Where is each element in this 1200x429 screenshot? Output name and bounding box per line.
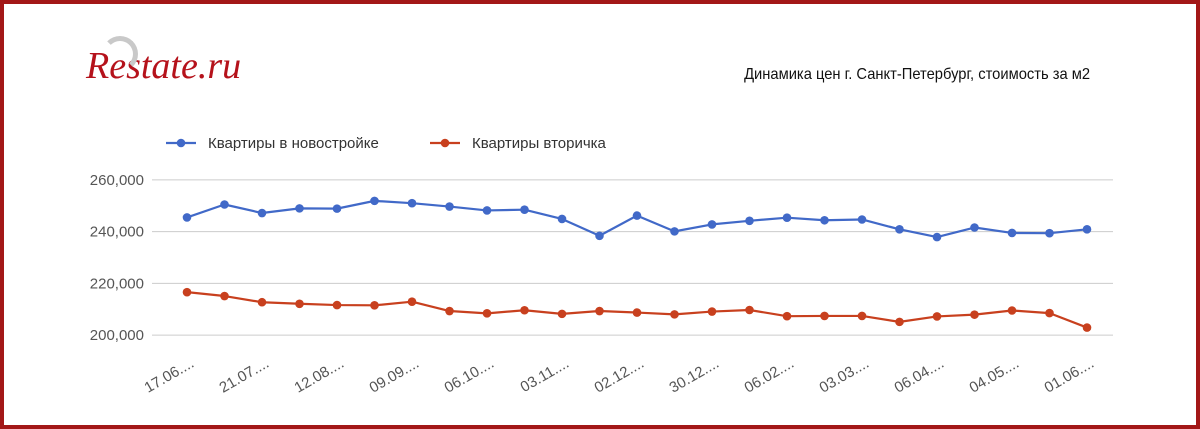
data-point [895,225,904,234]
data-point [520,205,529,214]
data-point [632,308,642,317]
x-tick-label: 30.12.... [667,355,722,397]
data-point [670,310,679,319]
data-point [182,287,192,297]
data-point [220,291,229,301]
legend-marker-0 [176,138,186,148]
data-point [1045,228,1054,238]
data-point [370,196,379,206]
data-point [295,299,304,309]
data-point [857,215,867,224]
data-point [670,227,679,236]
data-point [1007,306,1017,315]
chart-title: Динамика цен г. Санкт-Петербург, стоимос… [744,66,1090,83]
data-point [707,307,717,316]
data-point [520,305,529,315]
legend-label-0: Квартиры в новостройке [208,135,379,152]
data-point [407,297,417,307]
data-point [895,317,904,327]
x-tick-label: 09.09.... [367,355,422,397]
data-point [557,214,567,224]
x-tick-label: 03.11.... [518,355,572,396]
x-tick-label: 21.07.... [217,355,272,397]
x-tick-label: 17.06.... [142,355,197,397]
data-point [707,220,717,229]
y-tick-label: 220,000 [90,275,144,292]
data-point [595,231,604,241]
y-tick-label: 240,000 [90,224,144,241]
data-point [595,306,604,316]
x-tick-label: 06.04.... [892,355,947,397]
data-point [482,309,492,318]
data-point [745,216,754,226]
data-point [332,204,342,213]
data-point [332,300,342,310]
x-tick-label: 04.05.... [967,355,1022,397]
data-point [745,305,754,315]
data-point [1045,308,1054,318]
data-point [1007,228,1017,238]
data-point [932,312,942,321]
data-point [782,213,792,222]
data-point [257,208,267,218]
data-point [1082,323,1092,332]
restate-logo: Restate.ru [86,36,241,88]
data-point [820,215,829,225]
x-tick-label: 02.12.... [592,355,647,397]
data-point [782,311,792,321]
data-point [295,204,304,213]
data-point [407,198,417,208]
x-tick-label: 12.08.... [292,355,347,397]
data-point [445,306,454,316]
x-tick-label: 01.06.... [1042,355,1097,397]
data-point [182,213,192,222]
data-point [370,301,379,310]
x-tick-label: 06.10.... [442,355,497,397]
data-point [1082,225,1092,234]
data-point [970,223,979,232]
data-point [932,232,942,242]
data-point [220,200,229,209]
data-point [857,311,867,321]
data-point [257,297,267,307]
y-tick-label: 260,000 [90,172,144,189]
x-tick-label: 03.03.... [817,355,872,397]
data-point [557,309,567,319]
data-point [445,202,454,211]
data-point [970,310,979,319]
data-point [482,206,492,215]
logo-arc-icon [102,36,138,72]
x-tick-label: 06.02.... [742,355,797,397]
data-point [632,211,642,220]
data-point [820,311,829,321]
legend-marker-1 [440,138,450,148]
legend-label-1: Квартиры вторичка [472,135,607,152]
y-tick-label: 200,000 [90,327,144,344]
